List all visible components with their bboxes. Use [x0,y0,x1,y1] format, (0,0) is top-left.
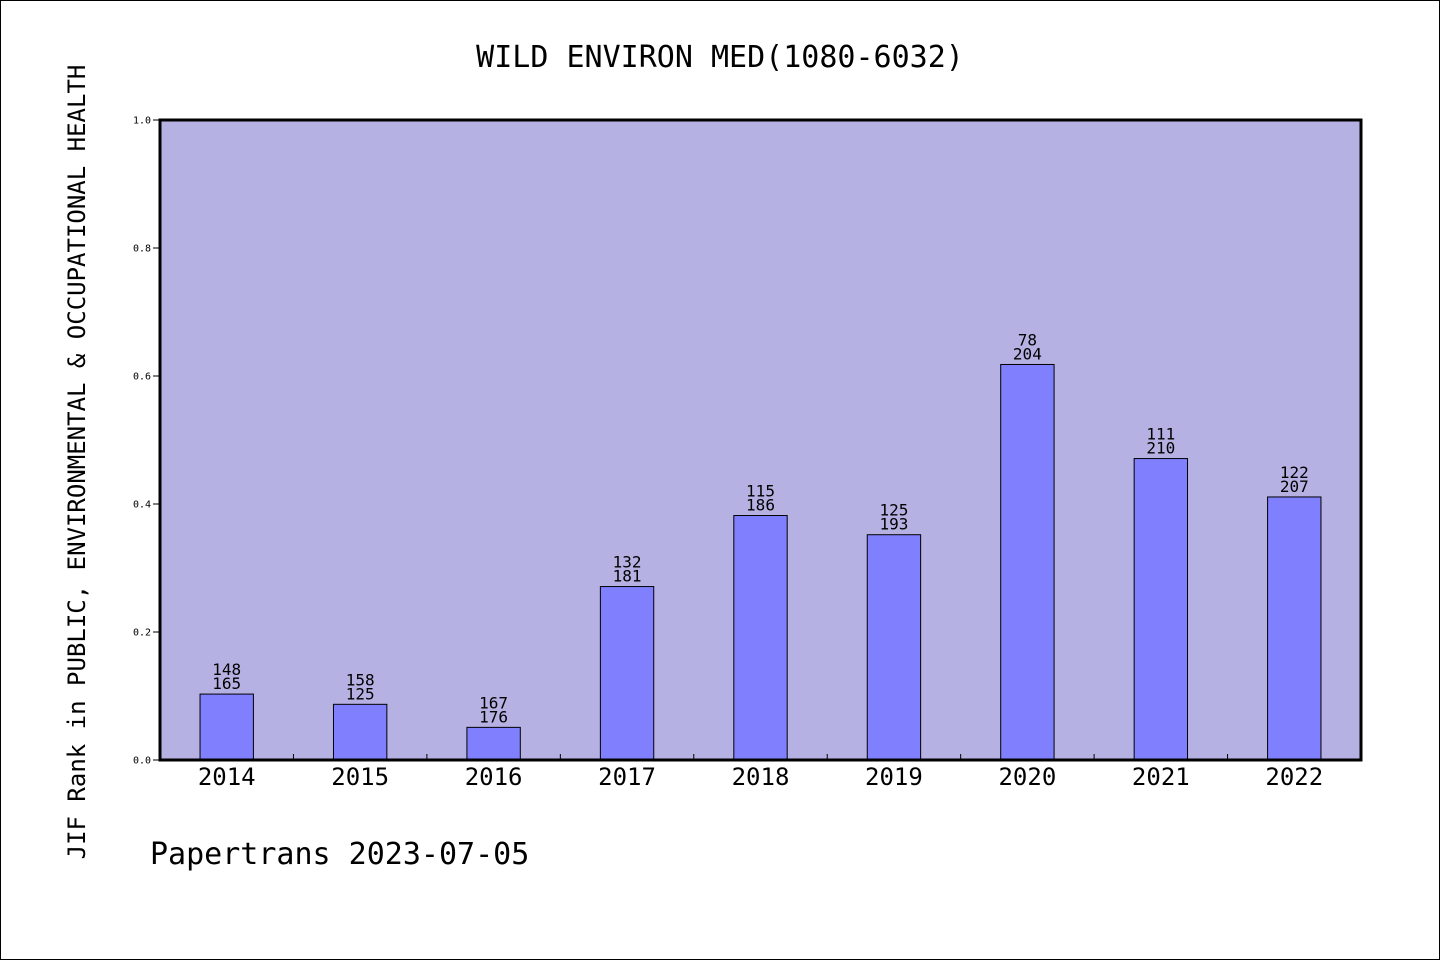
x-axis: 2014 2015 2016 2017 2018 2019 2020 2021 2022 [198,754,1323,791]
x-tick-label: 2019 [865,763,923,791]
footer-credit: Papertrans 2023-07-05 [150,837,529,872]
x-tick-label: 2022 [1265,763,1323,791]
x-tick-label: 2015 [331,763,389,791]
bar-total-label: 210 [1146,439,1175,458]
bar-rank-label: 78 [1018,330,1037,349]
bar-rank-label: 125 [879,501,908,520]
chart-title: WILD ENVIRON MED(1080-6032) [476,40,964,75]
bar-rank-label: 122 [1280,463,1309,482]
y-tick-label: 1.0 [133,116,151,127]
x-tick-label: 2014 [198,763,256,791]
x-tick-label: 2017 [598,763,656,791]
x-tick-label: 2016 [465,763,523,791]
bar-total-label: 207 [1280,477,1309,496]
x-tick-label: 2018 [732,763,790,791]
bar-2015 [332,703,388,761]
bar-total-label: 181 [613,567,642,586]
bar-total-label: 193 [879,515,908,534]
plot-border [158,118,1363,762]
bar-2016 [466,726,521,761]
bar-2017 [599,586,655,761]
x-tick-label: 2021 [1132,763,1190,791]
y-tick-label: 0.8 [133,244,151,255]
bar-total-label: 176 [479,707,508,726]
y-tick-label: 0.2 [133,628,151,639]
bar-2014 [199,693,254,761]
bar-rank-label: 132 [613,553,642,572]
bar-rank-label: 167 [479,693,508,712]
y-tick-label: 0.4 [133,500,151,511]
y-tick-label: 0.6 [133,372,151,383]
bar-total-label: 204 [1013,344,1042,363]
bar-2019 [866,534,922,761]
bar-total-label: 125 [346,684,375,703]
bar-total-label: 165 [212,674,241,693]
y-axis: 0.0 0.2 0.4 0.6 0.8 1.0 [133,116,160,767]
bar-total-label: 186 [746,496,775,515]
bar-rank-label: 111 [1146,425,1175,444]
bar-rank-label: 115 [746,482,775,501]
bar-2018 [733,515,788,761]
x-tick-label: 2020 [998,763,1056,791]
bar-rank-label: 158 [346,670,375,689]
bar-2020 [1000,363,1055,761]
bar-rank-label: 148 [212,660,241,679]
y-axis-label: JIF Rank in PUBLIC, ENVIRONMENTAL & OCCU… [63,65,91,860]
bar-2022 [1267,496,1322,761]
y-tick-label: 0.0 [133,756,151,767]
bar-2021 [1133,458,1189,761]
